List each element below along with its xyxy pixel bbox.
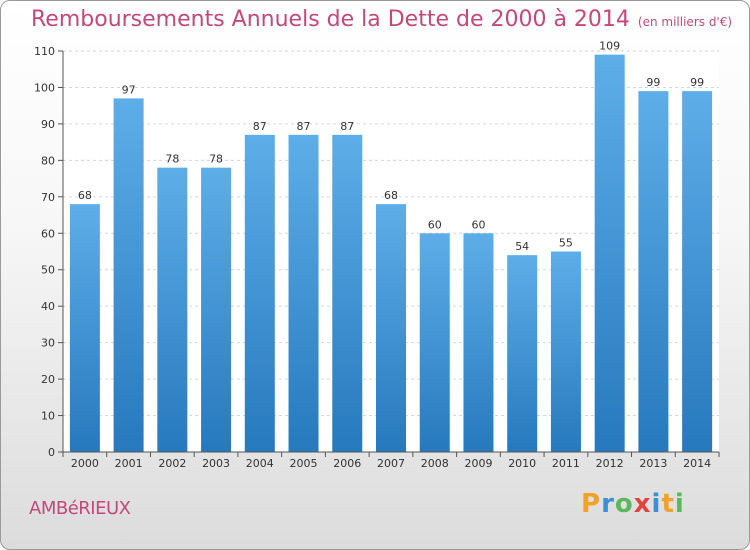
bar-2009 — [463, 233, 494, 452]
y-tick-label: 20 — [41, 373, 55, 386]
value-label-2013: 99 — [646, 76, 660, 89]
brand-letter: i — [651, 489, 662, 519]
value-label-2005: 87 — [297, 120, 311, 133]
bar-2006 — [332, 134, 363, 452]
axis-layer — [58, 50, 720, 457]
x-tick-label-2006: 2006 — [333, 457, 361, 470]
value-label-2001: 97 — [122, 83, 136, 96]
y-tick-label: 80 — [41, 154, 55, 167]
x-tick-label-2009: 2009 — [464, 457, 492, 470]
bar-2003 — [201, 167, 232, 452]
proxiti-logo[interactable]: Proxiti — [581, 489, 685, 519]
bars-layer — [69, 54, 713, 453]
brand-letter: x — [633, 489, 652, 519]
chart-title: Remboursements Annuels de la Dette de 20… — [31, 7, 732, 32]
x-tick-label-2001: 2001 — [115, 457, 143, 470]
y-tick-label: 100 — [34, 81, 55, 94]
bar-2000 — [69, 204, 100, 452]
value-label-2009: 60 — [471, 218, 485, 231]
bar-2004 — [244, 134, 275, 452]
x-tick-label-2012: 2012 — [596, 457, 624, 470]
bar-2002 — [157, 167, 188, 452]
x-tick-label-2005: 2005 — [290, 457, 318, 470]
value-label-2007: 68 — [384, 189, 398, 202]
bar-2005 — [288, 134, 319, 452]
y-tick-label: 0 — [48, 446, 55, 459]
brand-letter: P — [581, 489, 602, 519]
bar-2007 — [376, 204, 406, 452]
y-tick-label: 70 — [41, 191, 55, 204]
y-tick-label: 50 — [41, 264, 55, 277]
x-tick-label-2000: 2000 — [71, 457, 99, 470]
brand-letter: r — [601, 489, 615, 519]
value-label-2003: 78 — [209, 153, 223, 166]
x-tick-label-2002: 2002 — [158, 457, 186, 470]
chart-unit: (en milliers d'€) — [637, 15, 733, 29]
bar-2010 — [507, 255, 538, 452]
y-tick-label: 110 — [34, 45, 55, 58]
value-label-2004: 87 — [253, 120, 267, 133]
bar-2013 — [638, 91, 669, 452]
value-label-2012: 109 — [599, 40, 620, 53]
value-label-2002: 78 — [165, 153, 179, 166]
brand-letter: i — [674, 489, 685, 519]
bar-2008 — [419, 233, 450, 452]
y-tick-label: 30 — [41, 337, 55, 350]
value-label-2006: 87 — [340, 120, 354, 133]
y-tick-label: 90 — [41, 118, 55, 131]
y-tick-label: 40 — [41, 300, 55, 313]
chart-title-text: Remboursements Annuels de la Dette de 20… — [31, 7, 630, 32]
x-tick-label-2011: 2011 — [552, 457, 580, 470]
x-tick-label-2007: 2007 — [377, 457, 405, 470]
y-tick-label: 60 — [41, 227, 55, 240]
x-tick-label-2004: 2004 — [246, 457, 274, 470]
value-label-2008: 60 — [428, 218, 442, 231]
x-tick-label-2013: 2013 — [639, 457, 667, 470]
value-label-2011: 55 — [559, 237, 573, 250]
value-label-2000: 68 — [78, 189, 92, 202]
x-tick-label-2003: 2003 — [202, 457, 230, 470]
x-tick-label-2014: 2014 — [683, 457, 711, 470]
bar-2012 — [594, 54, 625, 453]
x-tick-label-2010: 2010 — [508, 457, 536, 470]
x-tick-label-2008: 2008 — [421, 457, 449, 470]
brand-letter: o — [614, 489, 634, 519]
bar-2011 — [550, 251, 581, 452]
bar-2001 — [113, 98, 144, 453]
brand-letter: t — [661, 489, 675, 519]
value-label-2010: 54 — [515, 240, 529, 253]
bar-2014 — [682, 91, 713, 452]
value-label-2014: 99 — [690, 76, 704, 89]
labels-layer: 0 10 20 30 40 50 60 70 80 90 100 110 68 2000 97 2001 78 2… — [34, 40, 711, 470]
y-tick-label: 10 — [41, 410, 55, 423]
commune-name: AMBéRIEUX — [29, 498, 131, 519]
